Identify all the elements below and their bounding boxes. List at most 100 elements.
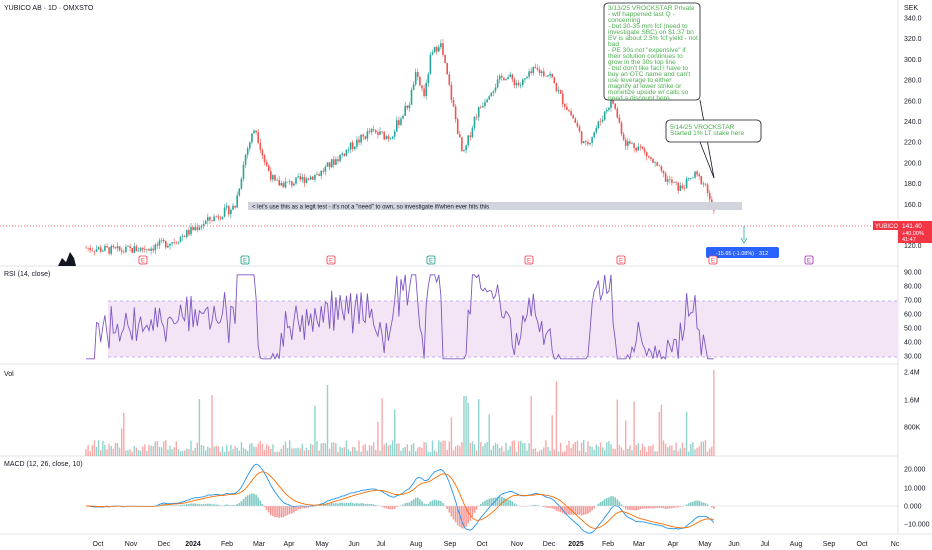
macd-histogram-bar [301, 506, 304, 509]
macd-histogram-bar [326, 503, 329, 506]
macd-histogram-bar [492, 497, 495, 506]
macd-histogram-bar [278, 506, 280, 518]
macd-histogram-bar [467, 506, 469, 524]
candle [501, 72, 503, 81]
candle [320, 169, 322, 180]
candle [387, 133, 390, 142]
volume-bar [551, 415, 553, 456]
volume-bar [486, 441, 488, 456]
macd-histogram-bar [391, 506, 394, 510]
macd-histogram-bar [305, 506, 308, 508]
time-tick-label: Jun [728, 541, 739, 548]
candle [417, 68, 419, 81]
annotation-band[interactable]: < let's use this as a legit test - it's … [248, 202, 742, 211]
range-tag-text: -15.65 (-1.08%) · 312 [716, 251, 768, 257]
volume-bar [293, 448, 295, 456]
volume-bar [545, 440, 547, 456]
candle [221, 216, 224, 221]
candle [246, 146, 249, 159]
macd-histogram-bar [704, 503, 707, 506]
price-tick-label: 220.0 [904, 140, 922, 147]
candle [234, 205, 236, 209]
volume-bar [478, 399, 480, 456]
volume-bar [446, 449, 448, 456]
volume-bar [473, 444, 476, 456]
candle [393, 129, 396, 140]
candle [391, 135, 394, 140]
macd-histogram-bar [603, 499, 606, 506]
candle [261, 148, 264, 160]
volume-bar [123, 412, 125, 456]
candle [366, 128, 369, 142]
macd-histogram-bar [196, 503, 199, 506]
range-tag[interactable]: -15.65 (-1.08%) · 312 [706, 247, 779, 258]
candle [606, 107, 608, 114]
macd-histogram-bar [372, 504, 375, 506]
candle [99, 245, 102, 253]
candle [572, 114, 574, 119]
price-tick-label: 300.0 [904, 57, 922, 64]
volume-bar [144, 444, 146, 456]
candle [215, 215, 217, 218]
time-tick-label: Dec [543, 541, 556, 548]
candle [295, 177, 297, 186]
candle [438, 44, 440, 53]
macd-tick-label: 20.000 [904, 467, 926, 474]
volume-bar [608, 441, 610, 456]
candle [242, 160, 245, 182]
candle [345, 149, 348, 157]
macd-histogram-bar [559, 506, 562, 512]
macd-histogram-bar [333, 503, 335, 506]
volume-bar [633, 401, 635, 456]
candle [171, 241, 173, 247]
macd-histogram-bar [253, 493, 255, 506]
candle [658, 164, 661, 167]
macd-histogram-bar [713, 506, 715, 509]
annotation-top[interactable]: 3/13/25 VROCKSTAR Private - wtf happened … [603, 2, 701, 102]
macd-histogram-bar [662, 506, 665, 509]
macd-histogram-bar [204, 503, 207, 506]
macd-histogram-bar [412, 499, 415, 506]
candle [328, 162, 331, 171]
volume-bar [480, 442, 482, 456]
volume-bar [482, 446, 484, 456]
volume-bar [400, 450, 402, 456]
volume-bar [515, 451, 518, 456]
volume-bar [192, 450, 194, 456]
candle [589, 142, 591, 146]
candle [312, 175, 314, 181]
volume-bar [299, 448, 301, 456]
candle [297, 173, 299, 179]
volume-bar [499, 448, 501, 456]
candle [654, 161, 656, 167]
candle [383, 130, 385, 141]
svg-text:E: E [527, 259, 531, 265]
macd-histogram-bar [337, 503, 339, 506]
candle [263, 153, 266, 166]
macd-histogram-bar [217, 504, 220, 506]
candle [568, 108, 570, 112]
volume-bar [566, 445, 568, 456]
price-badge[interactable]: YUBICO 141.40 +40.00% 41:47 [873, 221, 932, 243]
candle [687, 177, 690, 181]
volume-bar [265, 444, 268, 456]
macd-histogram-bar [578, 506, 581, 515]
volume-bar [207, 446, 209, 456]
candle [375, 129, 377, 135]
candle [494, 83, 497, 94]
macd-histogram-bar [612, 496, 614, 506]
candle [188, 226, 190, 237]
svg-text:E: E [141, 259, 145, 265]
macd-histogram-bar [213, 504, 215, 506]
volume-bar [576, 440, 579, 456]
candle [412, 81, 415, 91]
macd-histogram-bar [270, 506, 272, 516]
candle [202, 220, 205, 229]
annotation-mid[interactable]: 5/14/25 VROCKSTAR Started 1% LT stake her… [665, 119, 762, 143]
candle [435, 45, 438, 55]
volume-bar [387, 445, 390, 456]
macd-histogram-bar [532, 504, 535, 506]
volume-bar [116, 443, 119, 456]
